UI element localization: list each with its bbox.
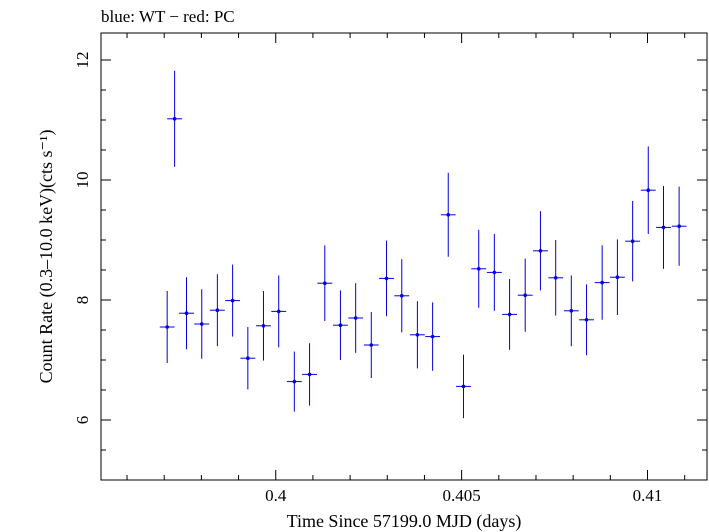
data-marker [677, 224, 681, 228]
data-marker [384, 276, 389, 281]
data-marker [230, 298, 235, 303]
x-axis: 0.4 0.405 0.41 [126, 33, 686, 505]
data-marker [199, 322, 204, 326]
data-point [240, 327, 256, 390]
data-marker [553, 276, 558, 280]
data-marker [523, 293, 527, 298]
data-marker [584, 318, 589, 322]
data-marker [630, 239, 635, 243]
data-point [409, 301, 425, 369]
data-marker [399, 294, 404, 298]
data-point [471, 229, 487, 308]
data-marker [307, 372, 312, 377]
data-marker [276, 309, 281, 314]
chart-title: blue: WT − red: PC [101, 7, 235, 26]
data-series [159, 70, 687, 419]
data-point [209, 274, 225, 347]
data-point [456, 354, 471, 419]
data-marker [538, 249, 543, 253]
data-point [579, 284, 594, 356]
data-marker [507, 312, 512, 317]
data-marker [446, 213, 451, 217]
y-axis-label: Count Rate (0.3–10.0 keV)(cts s⁻¹) [36, 130, 57, 384]
y-tick-label: 10 [73, 172, 92, 189]
data-marker [323, 281, 327, 286]
data-point [159, 291, 175, 363]
data-point [517, 258, 533, 332]
data-point [486, 234, 502, 311]
data-marker [476, 267, 481, 271]
data-point [440, 172, 456, 257]
data-marker [369, 343, 374, 347]
data-marker [661, 225, 666, 230]
x-tick-label: 0.41 [633, 486, 663, 505]
data-marker [569, 309, 574, 313]
data-point [348, 283, 364, 353]
data-point [317, 245, 333, 321]
data-marker [292, 379, 297, 384]
y-tick-label: 6 [73, 416, 92, 425]
data-point [594, 245, 610, 320]
data-marker [261, 324, 266, 328]
data-marker [215, 308, 220, 313]
data-point [379, 240, 394, 317]
data-point [609, 239, 625, 315]
data-marker [461, 384, 466, 389]
data-point [640, 146, 656, 234]
data-marker [184, 311, 189, 316]
data-point [502, 279, 518, 350]
data-point [533, 211, 548, 291]
data-point [225, 264, 241, 337]
data-marker [172, 117, 177, 121]
data-point [179, 277, 194, 350]
data-marker [600, 280, 604, 285]
data-marker [646, 188, 651, 192]
data-point [625, 201, 641, 282]
data-point [271, 275, 287, 348]
data-marker [492, 270, 497, 275]
x-axis-label: Time Since 57199.0 MJD (days) [287, 511, 522, 532]
y-tick-label: 12 [73, 52, 92, 69]
data-point [194, 289, 210, 359]
data-point [394, 259, 410, 333]
data-point [167, 70, 183, 167]
plot-frame [100, 32, 708, 481]
x-tick-label: 0.405 [443, 486, 481, 505]
data-point [332, 290, 348, 360]
y-axis: 6 8 10 12 [73, 52, 707, 481]
data-point [548, 240, 564, 316]
data-marker [430, 334, 435, 339]
data-point [256, 291, 271, 361]
data-marker [338, 323, 343, 328]
data-point [363, 312, 379, 378]
data-point [302, 343, 318, 406]
data-marker [246, 356, 250, 361]
data-point [563, 275, 579, 347]
data-point [671, 186, 687, 266]
data-point [286, 351, 302, 412]
data-marker [615, 275, 620, 280]
data-point [425, 302, 441, 371]
y-tick-label: 8 [73, 296, 92, 305]
data-marker [415, 333, 420, 337]
x-tick-label: 0.4 [265, 486, 287, 505]
data-point [656, 186, 671, 269]
data-marker [353, 316, 358, 320]
data-marker [165, 325, 169, 329]
